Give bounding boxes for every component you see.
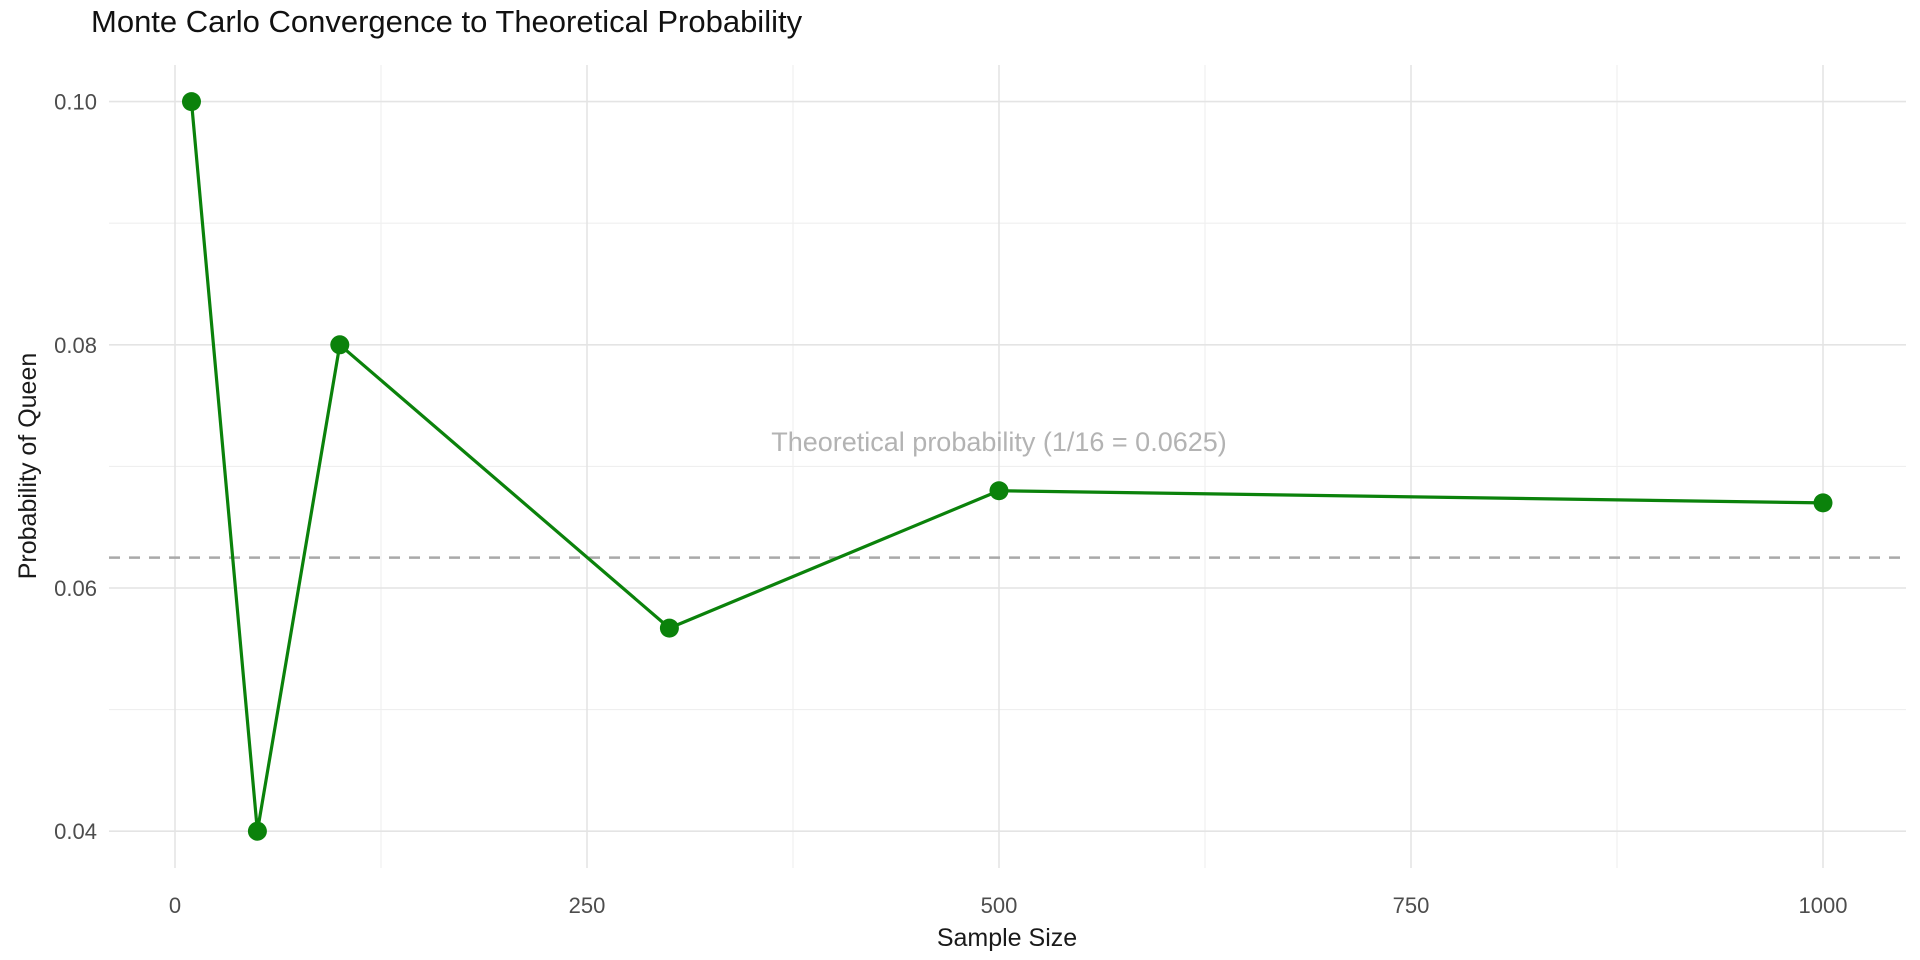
x-tick-label: 250: [569, 893, 606, 918]
x-axis-title: Sample Size: [937, 924, 1077, 952]
convergence-line: [189, 99, 1825, 833]
x-tick-label: 500: [981, 893, 1018, 918]
y-axis-title: Probability of Queen: [14, 353, 42, 580]
series-layer: [181, 92, 1833, 841]
data-point: [181, 92, 201, 112]
x-tick-label: 1000: [1799, 893, 1848, 918]
data-point: [1813, 493, 1833, 513]
y-tick-label: 0.06: [54, 576, 97, 601]
data-point: [989, 481, 1009, 501]
data-point: [659, 618, 679, 638]
tick-label-layer: 0 250 500 750 1000 0.04 0.06 0.08 0.10: [54, 90, 1847, 918]
chart-title: Monte Carlo Convergence to Theoretical P…: [91, 4, 803, 39]
x-tick-label: 750: [1393, 893, 1430, 918]
grid-layer: [109, 65, 1906, 868]
y-tick-label: 0.10: [54, 90, 97, 115]
y-tick-label: 0.04: [54, 819, 97, 844]
x-tick-label: 0: [169, 893, 181, 918]
theoretical-probability-label: Theoretical probability (1/16 = 0.0625): [771, 427, 1227, 457]
data-point: [247, 821, 267, 841]
data-point: [330, 335, 350, 355]
y-tick-label: 0.08: [54, 333, 97, 358]
